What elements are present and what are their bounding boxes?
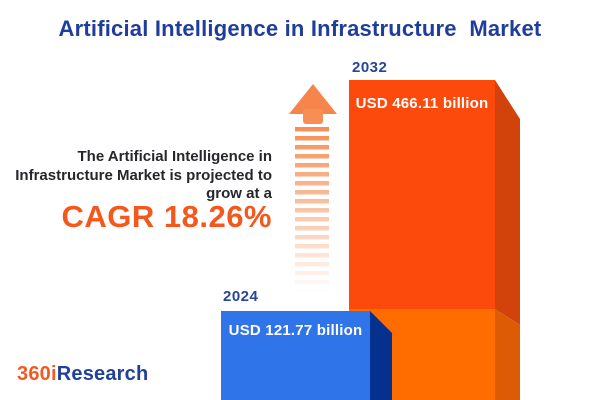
bar-2032-side-lower-segment [495,309,520,400]
logo-research-text: Research [56,363,149,385]
arrow-stripes [295,127,329,298]
bar-2024-year-label: 2024 [223,288,259,305]
arrow-neck [303,109,323,124]
cagr-value: CAGR 18.26% [61,199,272,234]
brand-logo: 360iResearch [17,363,148,386]
bar-2032-value-label: USD 466.11 billion [355,95,489,112]
tagline-line-3: grow at a [206,185,272,202]
bar-2024-front [221,311,370,400]
bar-2032-year-label: 2032 [352,59,388,76]
bar-2032-front-upper-segment [349,80,495,309]
logo-360i-text: 360i [17,363,57,385]
bar-2024-value-label: USD 121.77 billion [228,322,363,339]
tagline-text: The Artificial Intelligence in Infrastru… [0,148,272,204]
tagline-line-2: Infrastructure Market is projected to [15,166,272,184]
tagline-line-1: The Artificial Intelligence in [77,148,272,165]
bar-2024-side [370,311,392,400]
bar-2032-side-upper-segment [495,80,520,325]
page-title: Artificial Intelligence in Infrastructur… [58,16,542,41]
